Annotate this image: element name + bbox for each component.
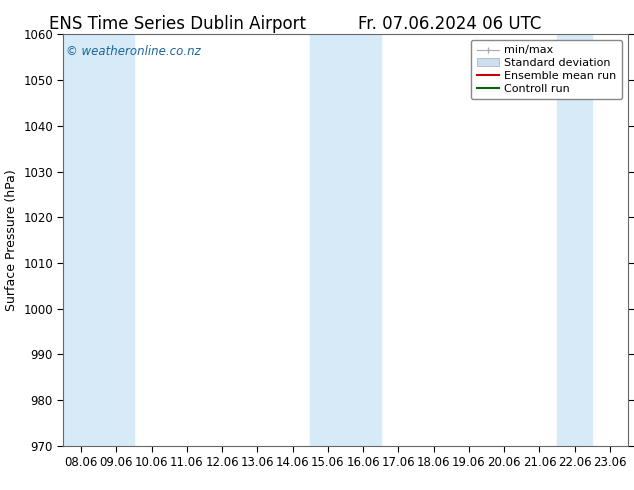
Y-axis label: Surface Pressure (hPa): Surface Pressure (hPa) [4,169,18,311]
Bar [63,34,134,446]
Bar [310,34,381,446]
Text: ENS Time Series Dublin Airport: ENS Time Series Dublin Airport [49,15,306,33]
Text: Fr. 07.06.2024 06 UTC: Fr. 07.06.2024 06 UTC [358,15,542,33]
Text: © weatheronline.co.nz: © weatheronline.co.nz [66,45,201,58]
Legend: min/max, Standard deviation, Ensemble mean run, Controll run: min/max, Standard deviation, Ensemble me… [471,40,622,99]
Bar [557,34,592,446]
